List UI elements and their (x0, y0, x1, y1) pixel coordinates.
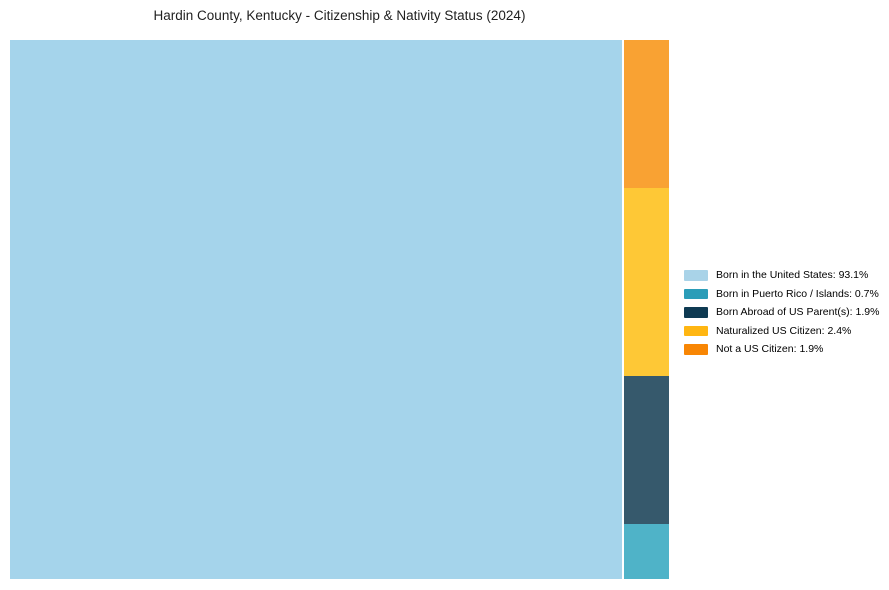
chart-title: Hardin County, Kentucky - Citizenship & … (153, 8, 526, 23)
treemap-tile-born-in-the-united-states (10, 40, 623, 579)
treemap-tile-born-in-puerto-rico-islands (623, 524, 669, 579)
legend-label: Naturalized US Citizen: 2.4% (716, 324, 852, 337)
legend-row-born-in-the-united-states: Born in the United States: 93.1% (684, 266, 879, 285)
treemap-plot (10, 40, 669, 579)
legend-swatch-icon (684, 288, 708, 300)
legend-row-born-in-puerto-rico-islands: Born in Puerto Rico / Islands: 0.7% (684, 285, 879, 304)
legend-label: Born in the United States: 93.1% (716, 269, 869, 282)
legend-swatch-icon (684, 270, 708, 281)
legend-row-not-a-us-citizen: Not a US Citizen: 1.9% (684, 340, 879, 359)
legend-row-naturalized-us-citizen: Naturalized US Citizen: 2.4% (684, 322, 879, 341)
legend-swatch-icon (684, 325, 708, 337)
legend-label: Born in Puerto Rico / Islands: 0.7% (716, 287, 879, 300)
treemap-tile-not-a-us-citizen (623, 40, 669, 189)
legend-swatch-icon (684, 344, 708, 355)
legend-swatch-icon (684, 307, 708, 318)
legend-row-born-abroad-of-us-parents: Born Abroad of US Parent(s): 1.9% (684, 303, 879, 322)
treemap-tile-naturalized-us-citizen (623, 188, 669, 376)
legend-label: Not a US Citizen: 1.9% (716, 343, 824, 356)
treemap-tile-born-abroad-of-us-parents (623, 375, 669, 525)
legend-label: Born Abroad of US Parent(s): 1.9% (716, 306, 880, 319)
legend: Born in the United States: 93.1% Born in … (684, 266, 879, 359)
